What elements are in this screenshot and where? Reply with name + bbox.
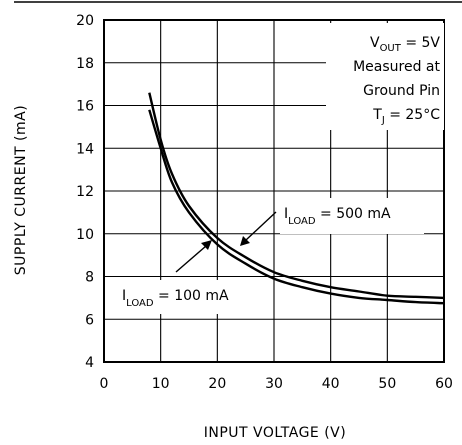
y-tick-label: 12 — [76, 184, 94, 200]
axis-ticks: 0 10 20 30 40 50 60 4 6 8 10 12 14 16 18 20 — [76, 13, 453, 392]
annotation-line-measured: Measured at — [353, 59, 440, 75]
y-tick-label: 18 — [76, 56, 94, 72]
y-tick-label: 10 — [76, 227, 94, 243]
y-tick-label: 20 — [76, 13, 94, 29]
series-label-500ma: ILOAD = 500 mA — [280, 198, 424, 234]
label-arrow-500ma — [240, 211, 277, 246]
label-arrow-100ma — [175, 240, 212, 273]
svg-text:ILOAD = 100 mA: ILOAD = 100 mA — [122, 288, 229, 309]
y-tick-label: 14 — [76, 141, 94, 157]
x-tick-label: 20 — [208, 376, 226, 392]
x-tick-label: 0 — [100, 376, 109, 392]
x-tick-label: 10 — [152, 376, 170, 392]
plot-area-frame — [103, 19, 445, 363]
series-line-100ma — [148, 109, 445, 305]
annotation-line-vout: VOUT = 5V — [370, 35, 440, 54]
y-tick-label: 4 — [85, 355, 94, 371]
series-line-500ma — [148, 92, 445, 300]
svg-text:ILOAD = 500 mA: ILOAD = 500 mA — [284, 206, 391, 227]
grid-lines — [104, 20, 444, 362]
annotation-line-tj: TJ = 25°C — [372, 107, 440, 126]
x-axis-title: INPUT VOLTAGE (V) — [204, 425, 346, 441]
x-tick-label: 30 — [265, 376, 283, 392]
x-tick-label: 60 — [435, 376, 453, 392]
y-tick-label: 8 — [85, 270, 94, 286]
y-axis-title: SUPPLY CURRENT (mA) — [13, 105, 29, 275]
series-label-100ma: ILOAD = 100 mA — [118, 280, 248, 314]
conditions-annotation: VOUT = 5V Measured at Ground Pin TJ = 25… — [326, 23, 444, 130]
x-tick-label: 50 — [378, 376, 396, 392]
y-tick-label: 16 — [76, 99, 94, 115]
x-tick-label: 40 — [322, 376, 340, 392]
annotation-line-ground-pin: Ground Pin — [363, 83, 440, 99]
axis-titles: INPUT VOLTAGE (V) SUPPLY CURRENT (mA) — [13, 105, 346, 441]
series-lines — [148, 92, 445, 305]
y-tick-label: 6 — [85, 312, 94, 328]
